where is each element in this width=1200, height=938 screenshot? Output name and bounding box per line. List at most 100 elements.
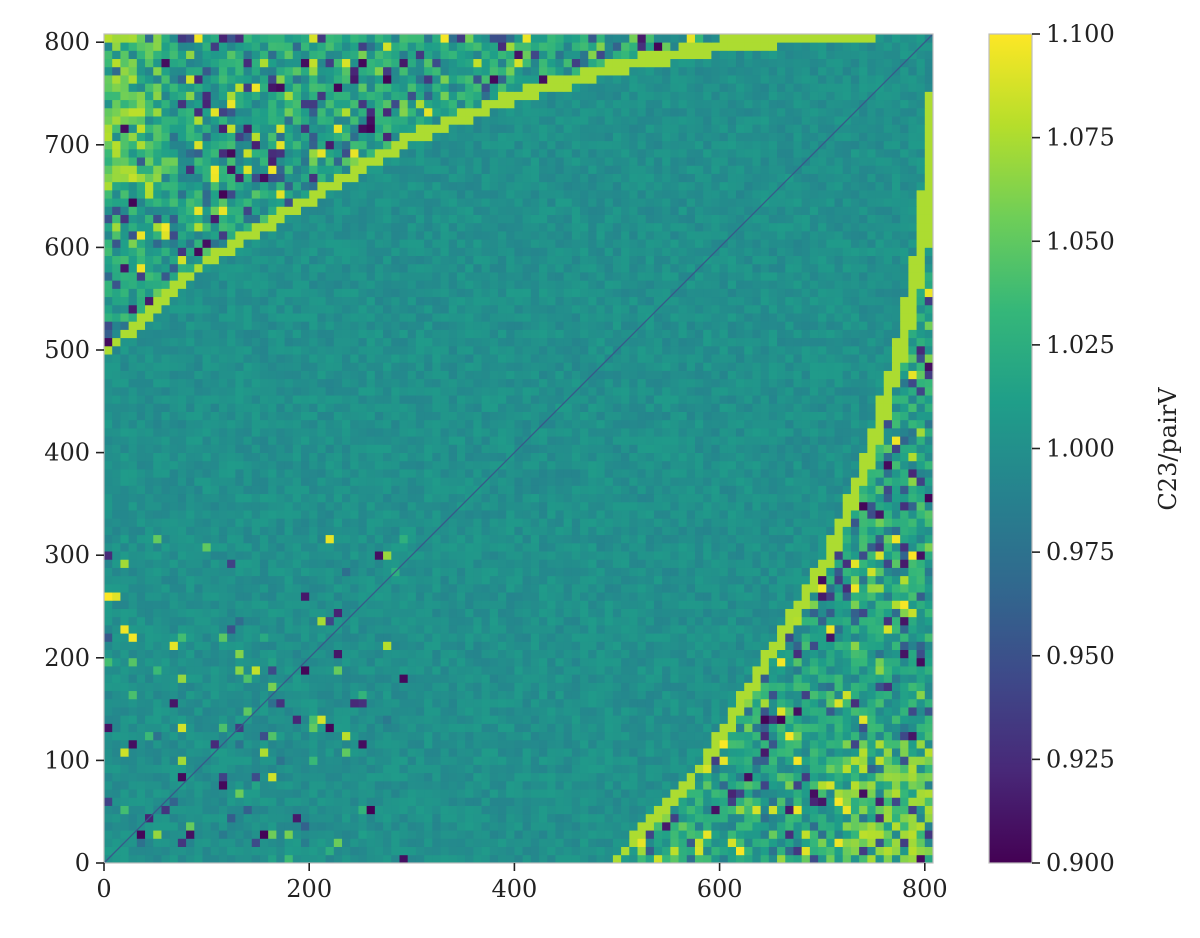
heatmap-cell — [432, 780, 441, 790]
heatmap-cell — [227, 460, 236, 470]
heatmap-cell — [366, 813, 376, 823]
heatmap-cell — [777, 526, 786, 536]
heatmap-cell — [768, 477, 778, 486]
heatmap-cell — [465, 682, 474, 692]
heatmap-cell — [465, 526, 474, 536]
heatmap-cell — [785, 797, 794, 806]
heatmap-cell — [489, 641, 499, 650]
heatmap-cell — [481, 748, 491, 757]
heatmap-cell — [514, 534, 524, 544]
heatmap-cell — [875, 789, 885, 798]
heatmap-cell — [850, 780, 860, 790]
heatmap-cell — [120, 846, 130, 856]
heatmap-cell — [842, 821, 852, 831]
heatmap-cell — [448, 501, 458, 511]
heatmap-cell — [440, 477, 450, 486]
heatmap-cell — [834, 600, 844, 609]
heatmap-cell — [391, 583, 400, 593]
heatmap-cell — [218, 674, 228, 683]
heatmap-cell — [456, 559, 466, 568]
heatmap-cell — [284, 583, 294, 593]
heatmap-cell — [637, 534, 647, 544]
heatmap-cell — [637, 624, 647, 634]
heatmap-cell — [194, 477, 203, 486]
heatmap-cell — [235, 748, 244, 757]
heatmap-cell — [891, 551, 901, 560]
heatmap-cell — [686, 657, 696, 667]
heatmap-cell — [440, 830, 450, 839]
heatmap-cell — [448, 682, 458, 692]
heatmap-cell — [317, 854, 327, 863]
heatmap-cell — [424, 682, 433, 692]
heatmap-cell — [850, 715, 860, 724]
heatmap-cell — [309, 838, 318, 847]
heatmap-cell — [424, 830, 433, 839]
heatmap-cell — [563, 682, 573, 692]
heatmap-cell — [177, 805, 187, 815]
heatmap-cell — [793, 501, 803, 511]
heatmap-cell — [711, 469, 720, 478]
heatmap-cell — [826, 460, 835, 470]
heatmap-cell — [473, 469, 482, 478]
heatmap-cell — [235, 813, 244, 823]
heatmap-cell — [440, 748, 450, 757]
heatmap-cell — [309, 493, 318, 503]
heatmap-cell — [604, 723, 614, 733]
heatmap-cell — [703, 542, 712, 552]
heatmap-cell — [760, 666, 770, 675]
heatmap-cell — [186, 469, 195, 478]
heatmap-cell — [596, 772, 606, 782]
heatmap-cell — [506, 854, 515, 863]
heatmap-cell — [432, 624, 441, 634]
heatmap-cell — [653, 567, 663, 577]
heatmap-cell — [358, 748, 368, 757]
heatmap-cell — [432, 756, 441, 765]
heatmap-cell — [128, 821, 138, 831]
heatmap-cell — [243, 846, 253, 856]
heatmap-cell — [678, 624, 688, 634]
heatmap-cell — [809, 805, 819, 815]
heatmap-cell — [112, 493, 121, 503]
heatmap-cell — [563, 731, 573, 741]
heatmap-cell — [645, 715, 655, 724]
heatmap-cell — [604, 707, 614, 716]
heatmap-cell — [448, 731, 458, 741]
heatmap-cell — [104, 657, 113, 667]
heatmap-cell — [924, 575, 933, 585]
heatmap-cell — [391, 813, 400, 823]
heatmap-cell — [793, 805, 803, 815]
heatmap-cell — [670, 756, 679, 765]
heatmap-cell — [719, 469, 729, 478]
heatmap-cell — [276, 649, 285, 659]
heatmap-cell — [645, 756, 655, 765]
heatmap-cell — [284, 641, 294, 650]
heatmap-cell — [440, 846, 450, 856]
heatmap-cell — [514, 715, 524, 724]
heatmap-cell — [571, 748, 581, 757]
heatmap-cell — [883, 854, 893, 863]
heatmap-cell — [694, 534, 704, 544]
heatmap-cell — [629, 780, 638, 790]
heatmap-cell — [309, 542, 318, 552]
heatmap-cell — [161, 772, 171, 782]
heatmap-cell — [136, 739, 146, 749]
heatmap-cell — [342, 518, 351, 527]
heatmap-cell — [473, 854, 482, 863]
heatmap-cell — [596, 501, 606, 511]
heatmap-cell — [612, 657, 622, 667]
heatmap-cell — [916, 526, 926, 536]
heatmap-cell — [670, 501, 679, 511]
heatmap-cell — [153, 452, 162, 462]
heatmap-cell — [777, 813, 786, 823]
heatmap-cell — [875, 715, 885, 724]
heatmap-cell — [637, 518, 647, 527]
heatmap-cell — [432, 567, 441, 577]
heatmap-cell — [727, 567, 737, 577]
heatmap-cell — [826, 813, 835, 823]
heatmap-cell — [407, 501, 417, 511]
heatmap-cell — [153, 698, 162, 708]
heatmap-cell — [555, 780, 565, 790]
heatmap-cell — [662, 493, 671, 503]
heatmap-cell — [826, 756, 835, 765]
heatmap-cell — [793, 780, 803, 790]
